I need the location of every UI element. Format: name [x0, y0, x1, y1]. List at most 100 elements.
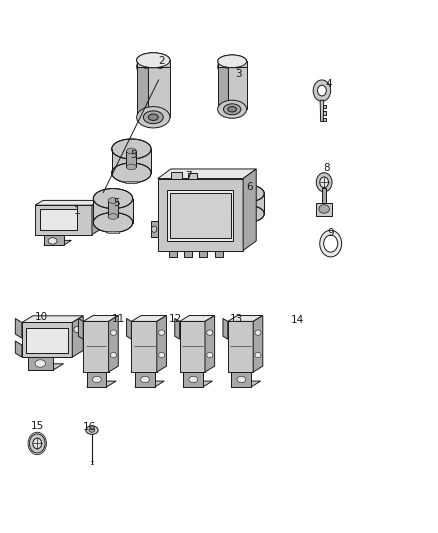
Polygon shape [40, 209, 77, 230]
Text: 14: 14 [291, 315, 304, 325]
Ellipse shape [33, 438, 42, 449]
Ellipse shape [127, 164, 136, 170]
Ellipse shape [141, 376, 149, 383]
Polygon shape [93, 199, 133, 223]
Polygon shape [131, 321, 157, 372]
Polygon shape [135, 372, 155, 387]
Polygon shape [158, 169, 256, 179]
Ellipse shape [320, 230, 342, 257]
Ellipse shape [110, 352, 117, 358]
Text: 12: 12 [169, 314, 182, 324]
Polygon shape [231, 381, 261, 387]
Ellipse shape [137, 56, 170, 77]
Polygon shape [26, 328, 68, 353]
Polygon shape [316, 203, 332, 216]
Polygon shape [228, 316, 263, 321]
Ellipse shape [152, 226, 157, 232]
Polygon shape [171, 172, 182, 179]
Ellipse shape [243, 193, 252, 198]
Polygon shape [137, 60, 170, 67]
Polygon shape [320, 100, 324, 122]
Polygon shape [180, 321, 205, 372]
Text: 3: 3 [235, 69, 242, 78]
Polygon shape [167, 190, 233, 241]
Text: 10: 10 [35, 312, 48, 322]
Polygon shape [78, 318, 83, 339]
Ellipse shape [148, 114, 158, 120]
Polygon shape [131, 316, 166, 321]
Ellipse shape [99, 193, 105, 197]
Ellipse shape [137, 53, 170, 68]
Polygon shape [83, 316, 118, 321]
Polygon shape [188, 173, 197, 179]
Ellipse shape [92, 376, 101, 383]
Polygon shape [127, 318, 131, 339]
Ellipse shape [112, 163, 151, 183]
Ellipse shape [237, 376, 246, 383]
Ellipse shape [231, 185, 264, 202]
Ellipse shape [207, 330, 213, 335]
Ellipse shape [93, 189, 133, 208]
Polygon shape [109, 316, 118, 372]
Text: 4: 4 [325, 79, 332, 89]
Ellipse shape [108, 214, 118, 220]
Ellipse shape [324, 235, 338, 252]
Polygon shape [92, 200, 100, 235]
Polygon shape [169, 251, 177, 257]
Polygon shape [108, 200, 118, 216]
Polygon shape [184, 251, 192, 257]
Ellipse shape [157, 75, 163, 80]
Polygon shape [183, 381, 212, 387]
Text: 5: 5 [113, 198, 120, 207]
Polygon shape [135, 381, 164, 387]
Polygon shape [228, 321, 253, 372]
Text: 15: 15 [31, 422, 44, 431]
Polygon shape [87, 372, 106, 387]
Polygon shape [218, 67, 228, 109]
Polygon shape [28, 364, 64, 370]
Polygon shape [100, 214, 108, 227]
Ellipse shape [223, 104, 241, 115]
Ellipse shape [218, 58, 247, 76]
Text: 8: 8 [323, 163, 330, 173]
Ellipse shape [86, 426, 98, 434]
Ellipse shape [218, 55, 247, 68]
Polygon shape [35, 200, 100, 205]
Ellipse shape [320, 177, 328, 188]
Ellipse shape [112, 139, 151, 159]
Polygon shape [137, 67, 148, 117]
Ellipse shape [243, 206, 252, 211]
Polygon shape [99, 209, 108, 214]
Ellipse shape [318, 85, 326, 96]
Ellipse shape [231, 205, 264, 222]
Polygon shape [205, 316, 215, 372]
Polygon shape [137, 67, 170, 117]
Polygon shape [15, 318, 22, 338]
Ellipse shape [159, 352, 165, 358]
Polygon shape [15, 341, 22, 357]
Polygon shape [125, 181, 137, 183]
Ellipse shape [29, 434, 45, 453]
Polygon shape [44, 240, 71, 245]
Polygon shape [243, 195, 252, 209]
Polygon shape [151, 221, 158, 237]
Ellipse shape [110, 330, 117, 335]
Polygon shape [83, 321, 109, 372]
Ellipse shape [157, 64, 163, 69]
Polygon shape [215, 251, 223, 257]
Ellipse shape [108, 198, 118, 203]
Polygon shape [175, 318, 180, 339]
Polygon shape [44, 235, 64, 245]
Polygon shape [231, 372, 251, 387]
Polygon shape [243, 221, 252, 222]
Ellipse shape [137, 53, 170, 68]
Ellipse shape [48, 238, 57, 244]
Ellipse shape [127, 148, 136, 154]
Text: 6: 6 [246, 182, 253, 191]
Ellipse shape [74, 326, 81, 333]
Polygon shape [35, 205, 92, 235]
Ellipse shape [35, 360, 46, 367]
Polygon shape [127, 151, 136, 167]
Text: 1: 1 [73, 206, 80, 215]
Text: 16: 16 [83, 423, 96, 432]
